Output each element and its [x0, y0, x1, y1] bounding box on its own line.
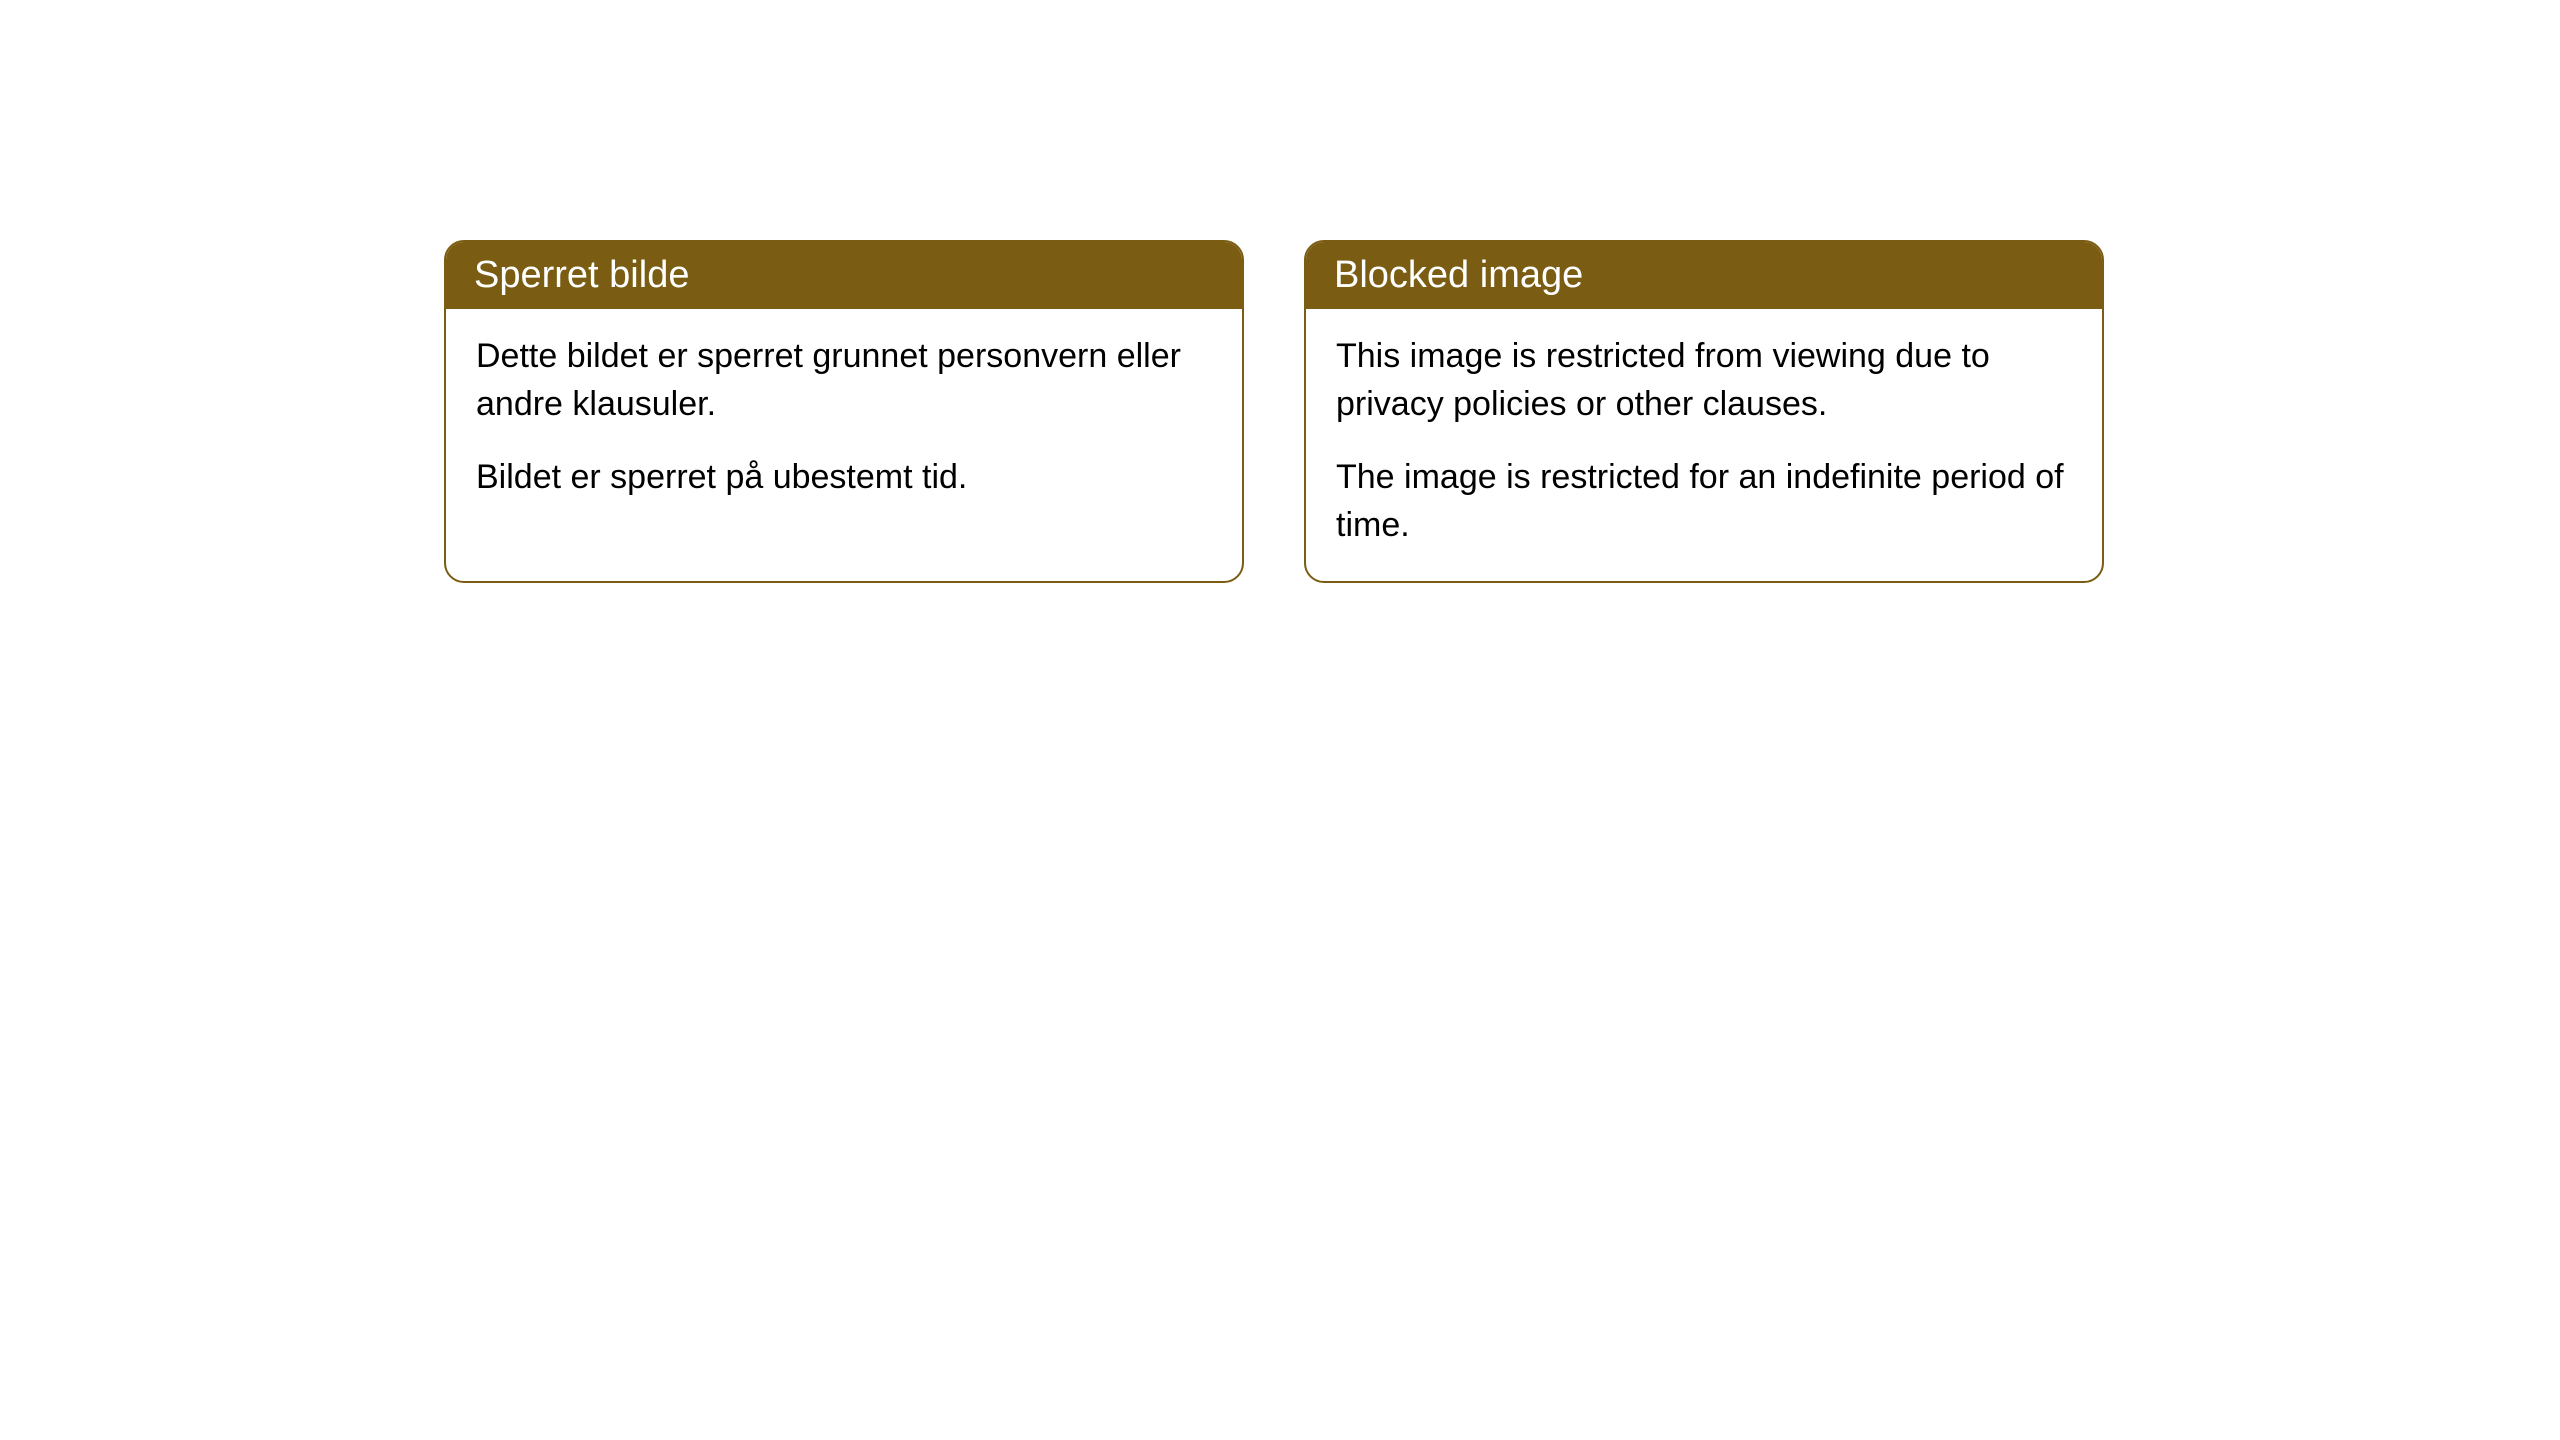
card-header: Blocked image — [1306, 242, 2102, 309]
card-text-line-1: Dette bildet er sperret grunnet personve… — [476, 333, 1212, 428]
notice-cards-container: Sperret bilde Dette bildet er sperret gr… — [444, 240, 2560, 583]
card-text-line-1: This image is restricted from viewing du… — [1336, 333, 2072, 428]
card-body: Dette bildet er sperret grunnet personve… — [446, 309, 1242, 534]
notice-card-english: Blocked image This image is restricted f… — [1304, 240, 2104, 583]
card-body: This image is restricted from viewing du… — [1306, 309, 2102, 581]
notice-card-norwegian: Sperret bilde Dette bildet er sperret gr… — [444, 240, 1244, 583]
card-text-line-2: The image is restricted for an indefinit… — [1336, 454, 2072, 549]
card-text-line-2: Bildet er sperret på ubestemt tid. — [476, 454, 1212, 502]
card-header: Sperret bilde — [446, 242, 1242, 309]
